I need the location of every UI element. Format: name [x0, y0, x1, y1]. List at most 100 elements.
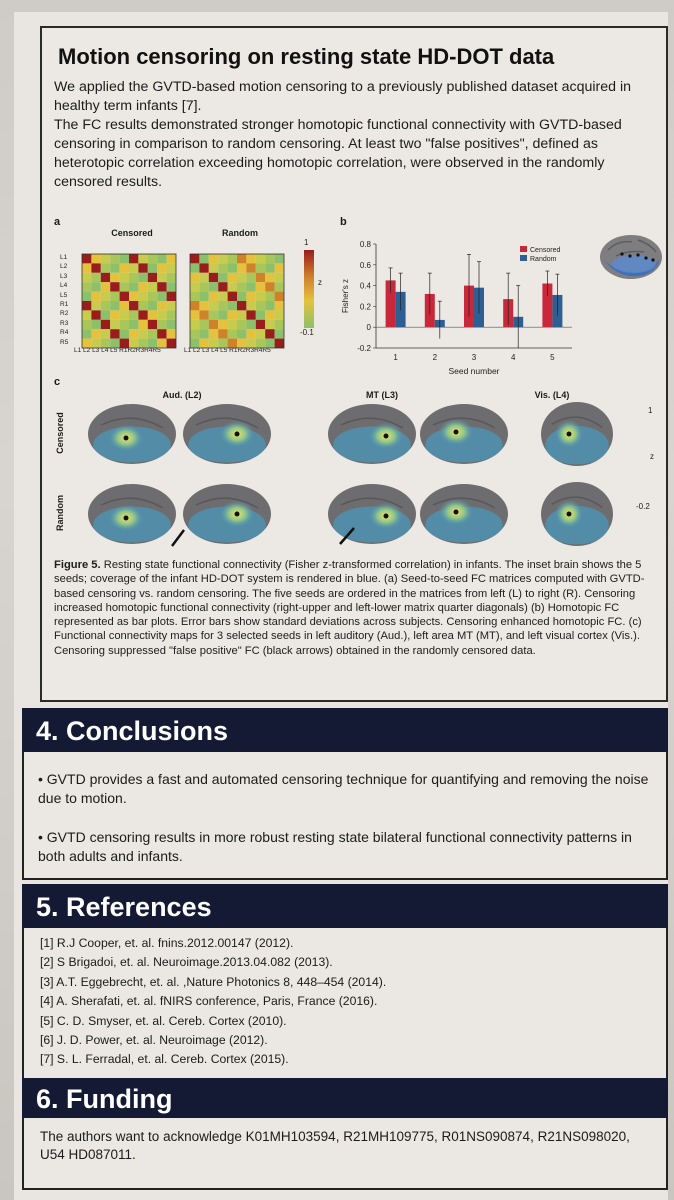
matrix-cell: [274, 329, 284, 339]
matrix-cell: [190, 301, 200, 311]
matrix-cell: [138, 310, 148, 320]
matrix-cell: [246, 291, 256, 301]
legend-label: Censored: [530, 247, 560, 254]
matrix-cell: [237, 254, 247, 264]
homotopic-fc-bar-chart: 0.8 0.6 0.4 0.2 0 -0.2 Fisher's z 1 2 3 4 5 Seed num…: [341, 240, 572, 376]
matrix-cell: [274, 338, 284, 348]
y-tick-label: 0.6: [360, 261, 372, 270]
matrix-cell: [255, 329, 266, 339]
caption-text: Resting state functional connectivity (F…: [54, 559, 645, 657]
x-tick-label: 2: [433, 353, 438, 362]
matrix-cell: [265, 272, 275, 283]
matrix-cell: [157, 310, 167, 320]
matrix-x-labels: L1 L2 L3 L4 L5 R1R2R3R4R5: [184, 347, 271, 354]
matrix-cell: [100, 254, 111, 264]
panel-a-label: a: [54, 216, 61, 228]
reference-item: [7] S. L. Ferradal, et. al. Cereb. Corte…: [40, 1052, 289, 1067]
matrix-cell: [246, 329, 256, 339]
matrix-cell: [91, 329, 101, 339]
matrix-cell: [265, 254, 275, 264]
false-positive-arrow: [171, 529, 185, 547]
matrix-cell: [147, 338, 158, 348]
matrix-cell: [237, 310, 247, 320]
matrix-cell: [119, 282, 129, 292]
matrix-cell: [157, 329, 167, 339]
matrix-cell: [218, 310, 228, 320]
matrix-row-label: R4: [60, 329, 69, 337]
matrix-cell: [157, 254, 167, 264]
colorbar-max: 1: [304, 238, 309, 247]
brain-mt-left-censored: [328, 404, 416, 464]
matrix-cell: [138, 338, 148, 348]
matrix-row-label: R1: [60, 301, 69, 308]
x-tick-label: 1: [393, 353, 398, 362]
matrix-cell: [208, 263, 219, 273]
matrix-cell: [166, 310, 176, 320]
matrix-cell: [119, 310, 129, 320]
matrix-cell: [157, 319, 167, 330]
legend-label: Random: [530, 256, 557, 263]
matrix-cell: [82, 329, 92, 339]
matrix-cell: [246, 263, 256, 273]
matrix-cell: [227, 329, 237, 339]
matrix-frame: [81, 253, 177, 349]
matrix-cell: [119, 291, 129, 301]
matrix-cell: [110, 301, 120, 311]
x-tick-label: 5: [550, 353, 555, 362]
matrix-cell: [166, 291, 176, 301]
matrix-colorbar: [304, 250, 314, 328]
matrix-cell: [199, 254, 209, 264]
matrix-cell: [199, 272, 209, 283]
matrix-cell: [110, 282, 120, 292]
colorbar2-min: -0.2: [636, 502, 650, 511]
matrix-cell: [265, 282, 275, 292]
matrix-cell: [129, 338, 139, 348]
poster: Motion censoring on resting state HD-DOT…: [14, 12, 668, 1200]
matrix-cell: [91, 301, 101, 311]
references-box: [1] R.J Cooper, et. al. fnins.2012.00147…: [22, 928, 668, 1082]
matrix-cell: [265, 301, 275, 311]
matrix-cell: [147, 291, 158, 301]
matrix-cell: [227, 338, 237, 348]
matrix-cell: [190, 291, 200, 301]
matrix-cell: [91, 310, 101, 320]
brain-mt-left-random: [328, 484, 416, 544]
matrix-cell: [190, 319, 200, 330]
matrix-cell: [237, 319, 247, 330]
matrix-cell: [246, 338, 256, 348]
matrix-row-label: R3: [60, 319, 69, 327]
matrix-cell: [110, 254, 120, 264]
matrix-cell: [147, 329, 158, 339]
matrix-cell: [237, 272, 247, 283]
matrix-cell: [100, 310, 111, 320]
matrix-cell: [227, 282, 237, 292]
matrix-cell: [147, 272, 158, 283]
matrix-cell: [166, 338, 176, 348]
matrix-cell: [255, 310, 266, 320]
brain-mt-right-censored: [420, 404, 508, 464]
colorbar-min: -0.1: [300, 328, 314, 337]
row-label-random: Random: [55, 495, 65, 531]
matrix-cell: [82, 282, 92, 292]
matrix-cell: [129, 291, 139, 301]
reference-item: [3] A.T. Eggebrecht, et. al. ,Nature Pho…: [40, 974, 387, 989]
y-tick-label: 0.2: [360, 302, 372, 311]
matrix-cell: [199, 338, 209, 348]
conclusion-item: • GVTD censoring results in more robust …: [38, 829, 632, 864]
references-header: 5. References: [22, 884, 668, 928]
matrix-cell: [199, 263, 209, 273]
matrix-cell: [119, 319, 129, 330]
matrix-cell: [138, 291, 148, 301]
funding-header: 6. Funding: [22, 1078, 668, 1118]
colorbar2-max: 1: [648, 406, 653, 415]
matrix-cell: [119, 338, 129, 348]
matrix-cell: [190, 254, 200, 264]
matrix-cell: [129, 282, 139, 292]
map-title-vis: Vis. (L4): [534, 390, 570, 400]
matrix-cell: [227, 291, 237, 301]
matrix-cell: [110, 338, 120, 348]
reference-item: [1] R.J Cooper, et. al. fnins.2012.00147…: [40, 936, 294, 950]
paragraph: We applied the GVTD-based motion censori…: [54, 79, 632, 114]
row-label-censored: Censored: [55, 412, 65, 454]
matrix-row-label: L4: [60, 282, 68, 290]
